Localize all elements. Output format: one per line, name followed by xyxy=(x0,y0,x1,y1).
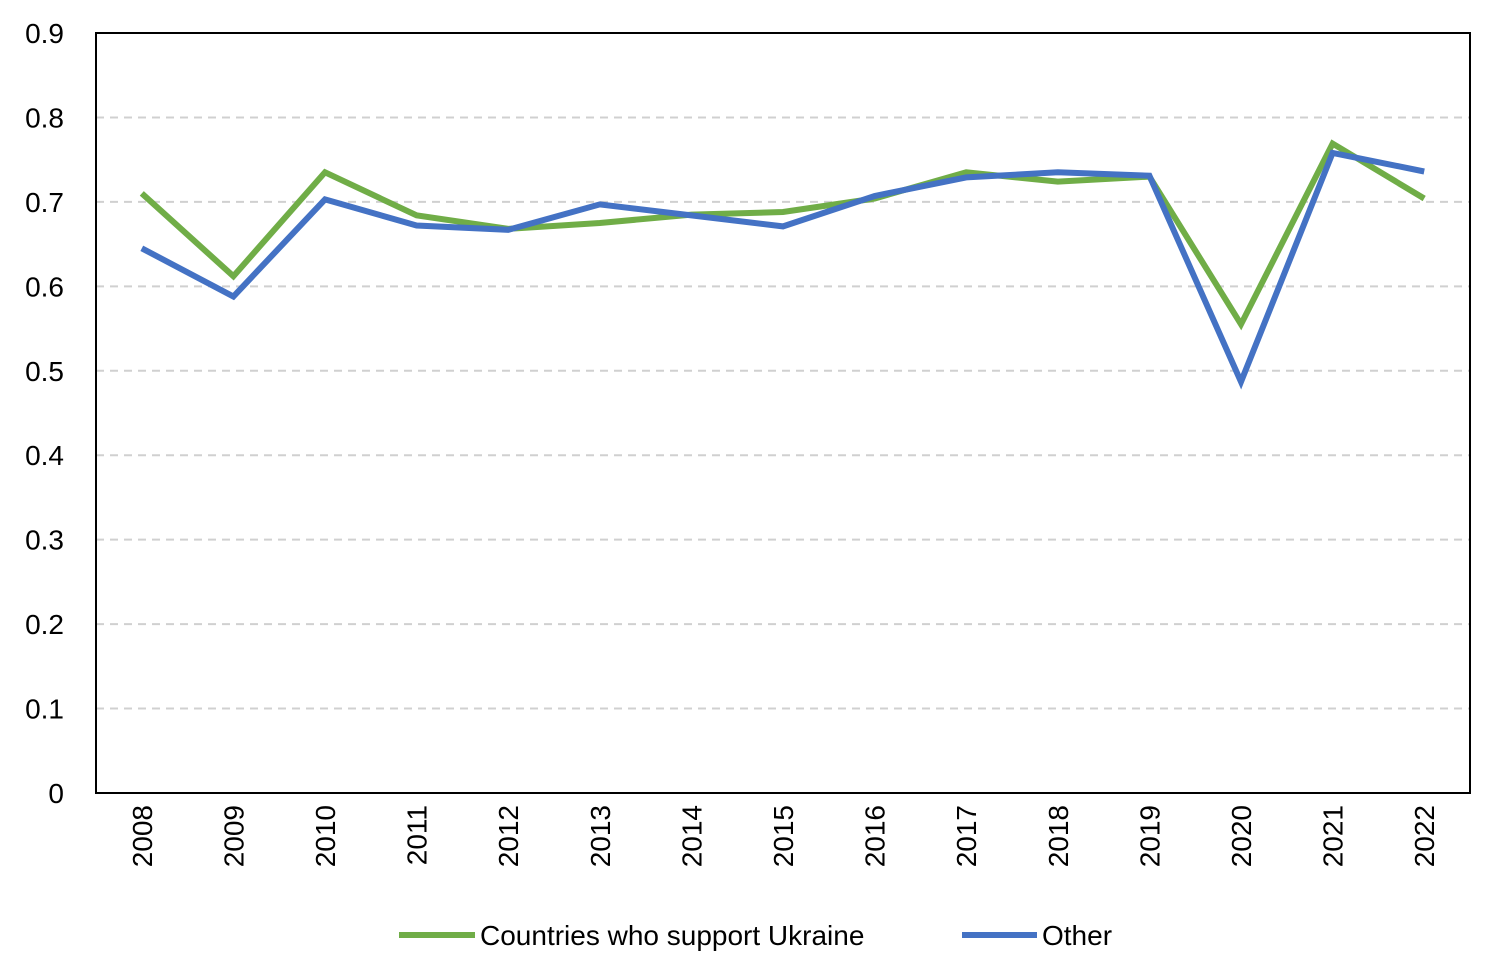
legend-item: Countries who support Ukraine xyxy=(399,920,864,951)
y-tick-label: 0.9 xyxy=(25,18,64,49)
x-tick-label: 2018 xyxy=(1043,805,1074,867)
gridlines xyxy=(96,117,1470,708)
y-tick-label: 0.5 xyxy=(25,356,64,387)
x-tick-label: 2014 xyxy=(676,805,707,867)
series-lines xyxy=(142,144,1424,382)
x-tick-label: 2016 xyxy=(860,805,891,867)
x-tick-label: 2008 xyxy=(127,805,158,867)
y-tick-label: 0.2 xyxy=(25,609,64,640)
x-tick-label: 2019 xyxy=(1134,805,1165,867)
y-tick-label: 0.4 xyxy=(25,440,64,471)
x-tick-label: 2012 xyxy=(493,805,524,867)
x-tick-label: 2010 xyxy=(310,805,341,867)
legend: Countries who support Ukraine Other xyxy=(399,920,1112,951)
y-tick-label: 0.6 xyxy=(25,271,64,302)
y-axis: 0 0.1 0.2 0.3 0.4 0.5 0.6 0.7 0.8 0.9 xyxy=(25,18,64,809)
legend-label: Countries who support Ukraine xyxy=(480,920,864,951)
x-tick-label: 2011 xyxy=(402,805,433,865)
series-line xyxy=(142,144,1424,325)
x-tick-label: 2009 xyxy=(218,805,249,867)
y-tick-label: 0.7 xyxy=(25,187,64,218)
x-tick-label: 2013 xyxy=(585,805,616,867)
series-countries-who-support-ukraine xyxy=(142,144,1424,325)
legend-label: Other xyxy=(1042,920,1112,951)
series-line xyxy=(142,153,1424,382)
plot-area-border xyxy=(96,33,1470,793)
y-tick-label: 0.1 xyxy=(25,694,64,725)
y-tick-label: 0.3 xyxy=(25,525,64,556)
x-tick-label: 2017 xyxy=(951,805,982,867)
legend-item: Other xyxy=(962,920,1112,951)
x-tick-label: 2020 xyxy=(1226,805,1257,867)
x-tick-label: 2021 xyxy=(1318,805,1349,867)
x-axis: 2008 2009 2010 2011 2012 2013 2014 2015 2016 2017… xyxy=(127,805,1440,867)
x-tick-label: 2015 xyxy=(768,805,799,867)
y-tick-label: 0 xyxy=(48,778,64,809)
series-other xyxy=(142,153,1424,382)
x-tick-label: 2022 xyxy=(1409,805,1440,867)
y-tick-label: 0.8 xyxy=(25,102,64,133)
